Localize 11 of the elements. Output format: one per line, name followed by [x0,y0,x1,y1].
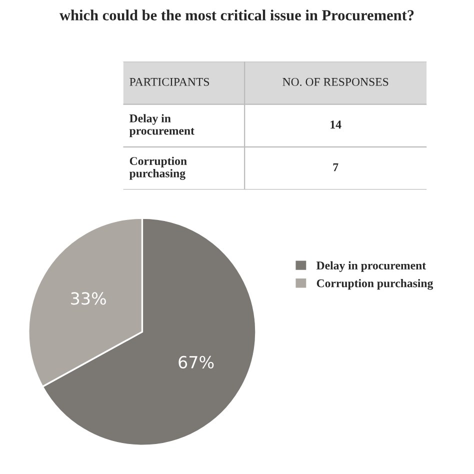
text: PARTICIPANTS [130,78,210,86]
legend-label: Delay in procurement [316,261,426,272]
text: 7 [333,163,338,172]
text: NO. OF RESPONSES [282,78,388,86]
slice-label: Delay in procurement [129,114,194,138]
chart-title: which could be the most critical issue in Procurement? [60,10,414,20]
data-label: 67% [178,356,214,368]
slice-label: Corruption purchasing [129,156,187,180]
text: 14 [330,120,342,128]
data-label: 33% [71,292,106,305]
legend-label: Corruption purchasing [316,278,434,290]
